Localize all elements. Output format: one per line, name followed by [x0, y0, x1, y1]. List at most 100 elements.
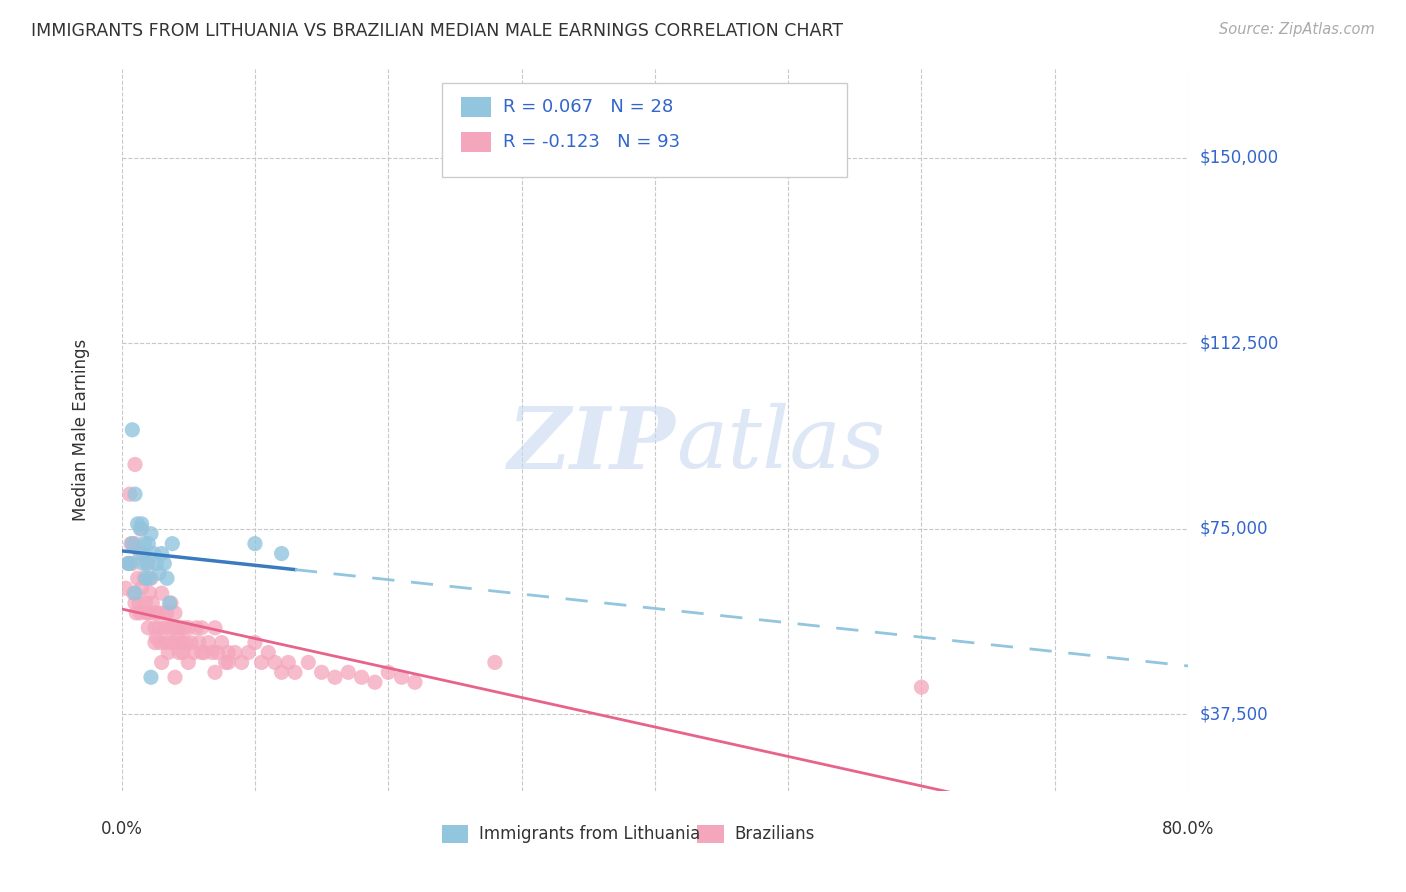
- Point: [159, 596, 181, 610]
- Point: [150, 656, 173, 670]
- Point: [183, 646, 205, 660]
- Point: [150, 586, 173, 600]
- Text: 0.0%: 0.0%: [101, 820, 142, 838]
- Point: [153, 557, 176, 571]
- Point: [124, 536, 146, 550]
- Point: [127, 571, 149, 585]
- Text: R = 0.067   N = 28: R = 0.067 N = 28: [503, 98, 673, 116]
- Point: [124, 586, 146, 600]
- Text: R = -0.123   N = 93: R = -0.123 N = 93: [503, 133, 681, 152]
- FancyBboxPatch shape: [461, 96, 491, 117]
- Point: [118, 487, 141, 501]
- Point: [160, 596, 183, 610]
- Point: [117, 557, 139, 571]
- Point: [118, 557, 141, 571]
- Point: [136, 536, 159, 550]
- Point: [121, 557, 143, 571]
- Point: [193, 646, 215, 660]
- Text: 80.0%: 80.0%: [1161, 820, 1215, 838]
- Point: [190, 646, 212, 660]
- Point: [364, 675, 387, 690]
- Point: [207, 646, 229, 660]
- Point: [277, 656, 299, 670]
- Point: [162, 536, 184, 550]
- Text: Brazilians: Brazilians: [735, 825, 815, 844]
- Point: [224, 646, 246, 660]
- FancyBboxPatch shape: [441, 825, 468, 844]
- Point: [129, 606, 152, 620]
- Text: atlas: atlas: [676, 403, 886, 485]
- Point: [162, 635, 184, 649]
- Point: [404, 675, 426, 690]
- Point: [142, 547, 165, 561]
- Point: [114, 581, 136, 595]
- Point: [143, 621, 166, 635]
- Text: Immigrants from Lithuania: Immigrants from Lithuania: [479, 825, 700, 844]
- Point: [910, 680, 932, 694]
- Point: [264, 656, 287, 670]
- Point: [167, 646, 190, 660]
- Point: [135, 596, 157, 610]
- Point: [157, 646, 180, 660]
- Point: [243, 536, 266, 550]
- Point: [270, 665, 292, 680]
- Point: [143, 635, 166, 649]
- Point: [257, 646, 280, 660]
- Point: [284, 665, 307, 680]
- Point: [145, 557, 167, 571]
- Point: [162, 621, 184, 635]
- Point: [170, 635, 193, 649]
- Point: [211, 635, 233, 649]
- Point: [129, 522, 152, 536]
- Text: Source: ZipAtlas.com: Source: ZipAtlas.com: [1219, 22, 1375, 37]
- Point: [131, 516, 153, 531]
- Point: [186, 621, 208, 635]
- Point: [377, 665, 399, 680]
- Text: $37,500: $37,500: [1199, 706, 1268, 723]
- Point: [136, 621, 159, 635]
- Point: [141, 596, 163, 610]
- Point: [243, 635, 266, 649]
- Text: IMMIGRANTS FROM LITHUANIA VS BRAZILIAN MEDIAN MALE EARNINGS CORRELATION CHART: IMMIGRANTS FROM LITHUANIA VS BRAZILIAN M…: [31, 22, 844, 40]
- Point: [153, 621, 176, 635]
- Point: [270, 547, 292, 561]
- Point: [159, 635, 181, 649]
- Point: [204, 621, 226, 635]
- Text: Median Male Earnings: Median Male Earnings: [72, 339, 90, 521]
- Point: [136, 606, 159, 620]
- Point: [127, 516, 149, 531]
- Point: [166, 631, 188, 645]
- Point: [188, 635, 211, 649]
- FancyBboxPatch shape: [697, 825, 724, 844]
- FancyBboxPatch shape: [461, 132, 491, 153]
- Point: [121, 423, 143, 437]
- Point: [174, 635, 197, 649]
- Point: [250, 656, 273, 670]
- Point: [214, 656, 236, 670]
- Point: [139, 526, 162, 541]
- Point: [149, 635, 172, 649]
- Point: [131, 581, 153, 595]
- Point: [350, 670, 373, 684]
- Point: [136, 606, 159, 620]
- Point: [172, 646, 194, 660]
- Point: [134, 571, 156, 585]
- Point: [117, 557, 139, 571]
- Point: [148, 621, 170, 635]
- Point: [155, 635, 177, 649]
- Point: [197, 635, 219, 649]
- Point: [132, 547, 155, 561]
- Point: [177, 656, 200, 670]
- Point: [190, 621, 212, 635]
- Point: [157, 621, 180, 635]
- Point: [217, 656, 239, 670]
- Text: ZIP: ZIP: [509, 402, 676, 486]
- Point: [122, 586, 145, 600]
- Point: [169, 621, 191, 635]
- Point: [145, 631, 167, 645]
- Point: [323, 670, 346, 684]
- Point: [391, 670, 413, 684]
- Point: [128, 596, 150, 610]
- Point: [177, 621, 200, 635]
- Point: [124, 487, 146, 501]
